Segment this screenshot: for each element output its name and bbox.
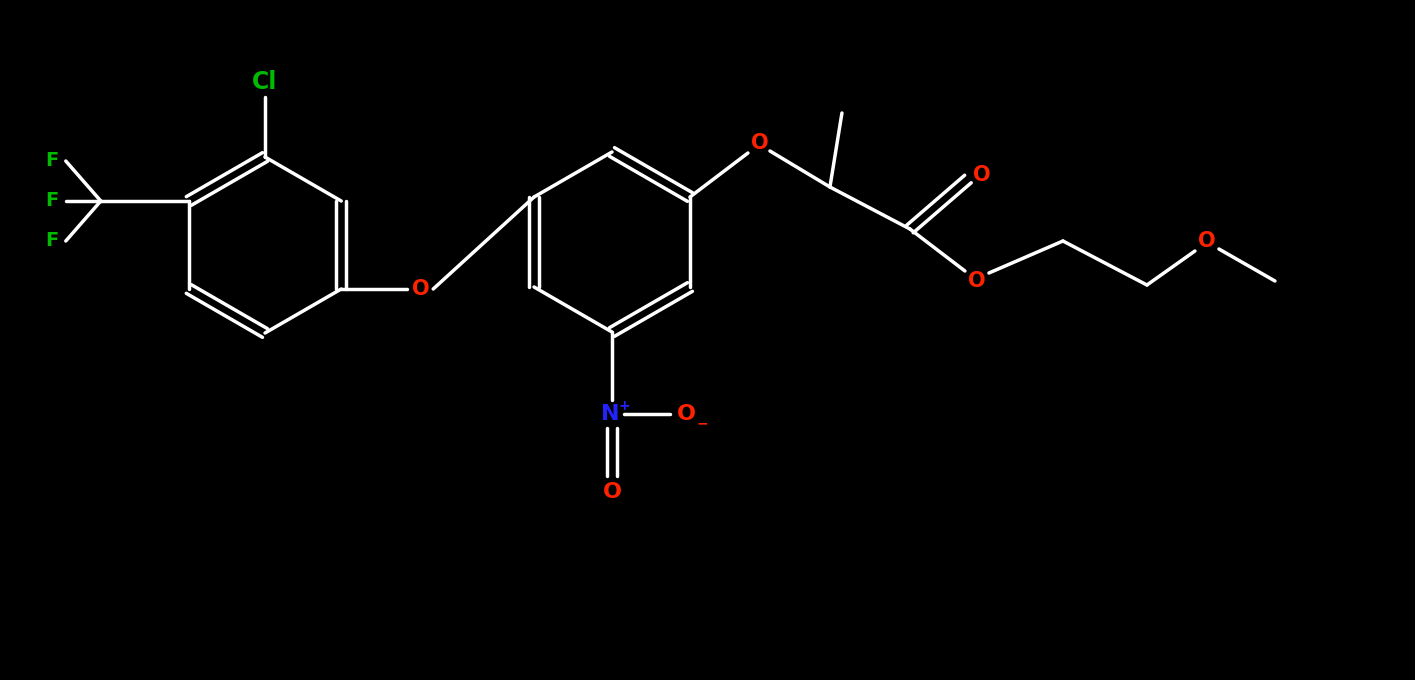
Text: F: F: [45, 152, 58, 171]
Text: F: F: [45, 192, 58, 211]
Text: N: N: [601, 404, 620, 424]
Text: O: O: [603, 482, 621, 502]
Text: Cl: Cl: [252, 70, 277, 94]
Text: O: O: [1199, 231, 1215, 251]
Text: O: O: [751, 133, 768, 153]
Text: O: O: [974, 165, 990, 185]
Text: F: F: [45, 231, 58, 250]
Text: O: O: [412, 279, 430, 299]
Text: O: O: [968, 271, 986, 291]
Text: −: −: [696, 416, 708, 430]
Text: O: O: [676, 404, 696, 424]
Text: +: +: [618, 399, 630, 413]
